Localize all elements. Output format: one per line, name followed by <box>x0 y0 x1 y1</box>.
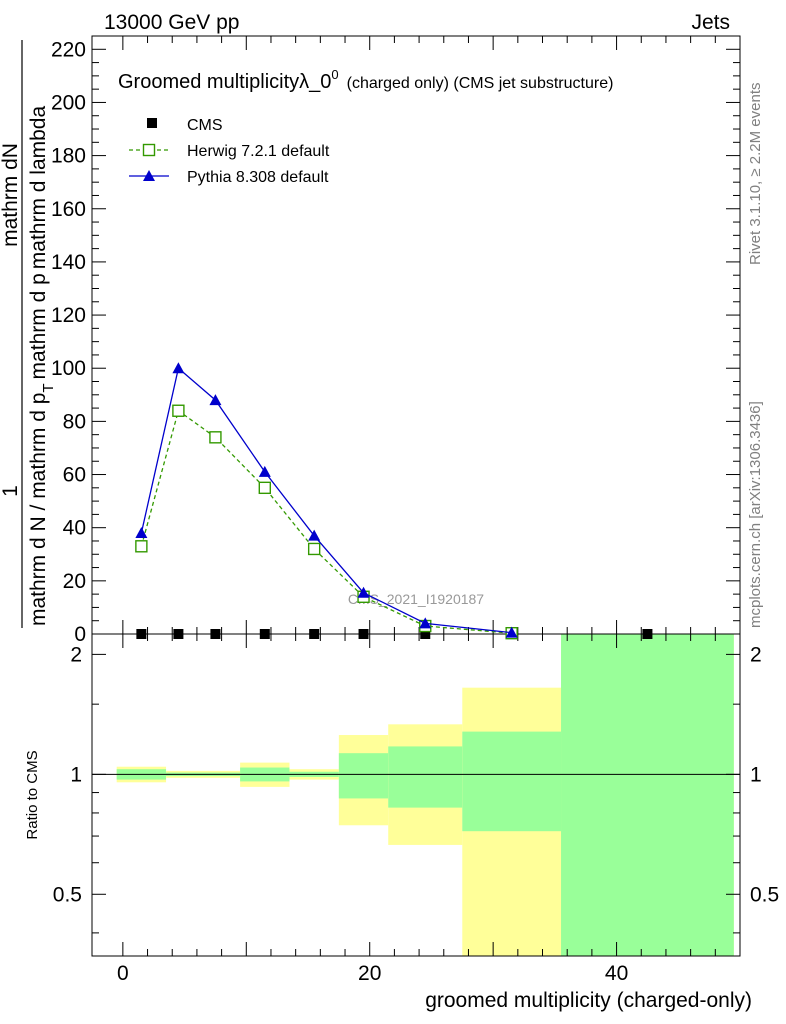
herwig-point <box>172 404 185 417</box>
main-ylabel: 1 mathrm dN mathrm d N / mathrm d pTmath… <box>0 40 57 628</box>
cms-point <box>173 629 184 639</box>
legend-herwig-label: Herwig 7.2.1 default <box>187 143 330 160</box>
y-tick-label: 140 <box>51 251 86 274</box>
pythia-point <box>419 617 432 629</box>
ylabel-numerator: mathrm dN <box>0 143 22 247</box>
legend-cms-marker <box>147 118 157 128</box>
ratio-band-green <box>338 753 389 799</box>
legend-pythia-marker <box>143 170 155 181</box>
y-tick-label: 220 <box>51 38 86 61</box>
ratio-xticks: 0 20 40 <box>117 634 716 985</box>
ratio-xlabel: groomed multiplicity (charged-only) <box>425 989 752 1012</box>
y-tick-label: 20 <box>63 570 86 593</box>
y-tick-label: 80 <box>63 410 86 433</box>
rivet-label: Rivet 3.1.10, ≥ 2.2M events <box>747 83 764 266</box>
ratio-tick-label: 0.5 <box>53 883 82 906</box>
herwig-point <box>135 540 148 553</box>
ratio-tick-label-right: 2 <box>750 643 762 666</box>
ratio-band-green <box>388 746 463 808</box>
ylabel-denominator-rest: mathrm d p <box>27 273 50 379</box>
cms-point <box>210 629 221 639</box>
cms-point <box>358 629 369 639</box>
ylabel-denominator-main: mathrm d N / mathrm d p <box>27 393 50 626</box>
pythia-point <box>258 465 271 477</box>
legend-pythia-label: Pythia 8.308 default <box>187 169 329 186</box>
ylabel-denominator-sub: T <box>40 383 57 392</box>
y-tick-label: 100 <box>51 357 86 380</box>
y-tick-label: 0 <box>74 623 86 646</box>
pythia-point <box>135 527 148 539</box>
pythia-point <box>357 586 370 598</box>
ratio-band-green <box>462 731 562 832</box>
ylabel-one: 1 <box>0 485 22 497</box>
ylabel-denominator-tail: mathrm d lambda <box>27 106 50 270</box>
cms-point <box>642 629 653 639</box>
pythia-point <box>505 626 518 638</box>
cms-point <box>259 629 270 639</box>
pythia-point <box>308 529 321 541</box>
cms-point <box>420 629 431 639</box>
pythia-point <box>172 362 185 374</box>
title-small: (charged only) (CMS jet substructure) <box>347 75 614 92</box>
title-sup: 0 <box>331 67 338 82</box>
header-energy: 13000 GeV pp <box>104 11 239 34</box>
pythia-point <box>209 394 222 406</box>
x-tick-label: 40 <box>605 962 628 985</box>
header-process: Jets <box>691 11 730 34</box>
legend: CMS Herwig 7.2.1 default Pythia 8.308 de… <box>129 117 330 186</box>
title-main: Groomed multiplicityλ_0 <box>118 71 331 93</box>
y-tick-label: 40 <box>63 517 86 540</box>
ratio-tick-label: 1 <box>70 763 82 786</box>
y-tick-label: 60 <box>63 464 86 487</box>
x-tick-label: 0 <box>117 962 129 985</box>
cms-point <box>136 629 147 639</box>
ratio-bands <box>116 634 734 956</box>
y-tick-label: 200 <box>51 91 86 114</box>
mcplots-label: mcplots.cern.ch [arXiv:1306.3436] <box>747 401 764 628</box>
herwig-point <box>258 481 271 495</box>
y-tick-label: 160 <box>51 198 86 221</box>
data-series <box>135 362 653 640</box>
legend-cms-label: CMS <box>187 117 223 134</box>
y-tick-label: 120 <box>51 304 86 327</box>
plot-title: Groomed multiplicityλ_00 (charged only) (… <box>118 67 613 93</box>
ratio-tick-label-right: 1 <box>750 763 762 786</box>
main-yticks: 0 20 40 60 80 100 120 140 160 180 200 220 <box>51 35 740 646</box>
herwig-point <box>209 431 222 444</box>
ratio-band-green <box>561 634 734 956</box>
ratio-ylabel: Ratio to CMS <box>24 750 41 839</box>
ylabel-denominator: mathrm d N / mathrm d pTmathrm d p mathrm… <box>27 106 57 626</box>
ratio-yticks: 0.5 0.5 1 1 2 2 <box>53 643 779 934</box>
x-tick-label: 20 <box>358 962 381 985</box>
pythia-line <box>140 367 512 634</box>
ratio-plot-frame <box>91 633 741 957</box>
cms-point <box>309 629 320 639</box>
legend-herwig-marker <box>142 143 156 157</box>
analysis-watermark: CMS_2021_I1920187 <box>348 591 484 607</box>
ratio-tick-label: 2 <box>70 643 82 666</box>
ratio-tick-label-right: 0.5 <box>750 883 779 906</box>
herwig-point <box>307 542 321 556</box>
y-tick-label: 180 <box>51 145 86 168</box>
